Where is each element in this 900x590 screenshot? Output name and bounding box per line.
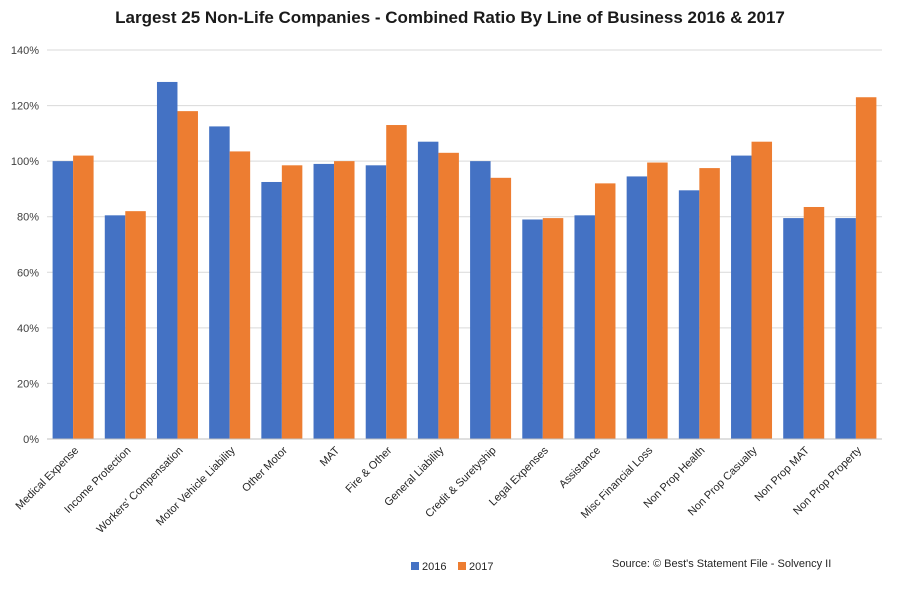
- bar-2017: [177, 111, 198, 439]
- bar-2016: [626, 176, 648, 440]
- bars: [52, 81, 877, 440]
- x-category-label: MAT: [318, 444, 343, 469]
- y-tick-label: 20%: [17, 378, 39, 390]
- bar-2016: [365, 165, 387, 439]
- bar-2016: [52, 161, 74, 439]
- bar-2017: [594, 183, 616, 439]
- bar-2016: [156, 81, 178, 439]
- bar-2017: [855, 97, 877, 439]
- bar-2016: [470, 161, 491, 439]
- bar-2017: [334, 161, 355, 439]
- bar-2016: [209, 126, 230, 440]
- bar-2017: [125, 211, 146, 439]
- bar-2016: [417, 141, 439, 439]
- bar-2017: [647, 162, 668, 439]
- bar-2017: [438, 152, 459, 440]
- source-note: Source: © Best's Statement File - Solven…: [612, 558, 832, 570]
- bar-2016: [783, 218, 804, 439]
- x-category-label: Non Prop MAT: [752, 444, 812, 504]
- legend-label: 2016: [422, 561, 446, 573]
- y-axis-ticks: 0% 20% 40% 60% 80% 100% 120% 140%: [11, 45, 39, 446]
- x-category-label: Workers' Compensation: [94, 445, 185, 536]
- bar-2016: [104, 215, 126, 439]
- legend: 2016 2017: [411, 561, 493, 573]
- y-tick-label: 0%: [23, 434, 39, 446]
- bar-2017: [281, 165, 303, 439]
- bar-2017: [490, 177, 512, 440]
- legend-swatch: [411, 562, 419, 570]
- legend-label: 2017: [469, 561, 493, 573]
- y-tick-label: 140%: [11, 45, 39, 57]
- bar-2016: [261, 181, 282, 439]
- x-category-label: Other Motor: [240, 444, 290, 494]
- y-tick-label: 40%: [17, 323, 39, 335]
- y-tick-label: 100%: [11, 156, 39, 168]
- y-tick-label: 80%: [17, 212, 39, 224]
- bar-2016: [678, 190, 700, 439]
- bar-2017: [803, 206, 825, 439]
- bar-2016: [835, 218, 856, 439]
- bar-2017: [73, 155, 94, 440]
- legend-swatch: [458, 562, 466, 570]
- bar-2016: [731, 155, 752, 440]
- bar-2017: [386, 125, 407, 440]
- y-tick-label: 120%: [11, 101, 39, 113]
- bar-2017: [751, 141, 773, 439]
- bar-2016: [574, 215, 595, 439]
- y-tick-label: 60%: [17, 267, 39, 279]
- bar-2017: [699, 168, 720, 439]
- x-category-label: Assistance: [557, 445, 603, 491]
- chart-title: Largest 25 Non-Life Companies - Combined…: [115, 8, 785, 27]
- x-category-label: Fire & Other: [343, 444, 394, 495]
- bar-2017: [542, 218, 564, 439]
- bar-2017: [229, 151, 251, 440]
- bar-2016: [313, 163, 335, 439]
- bar-2016: [522, 219, 543, 439]
